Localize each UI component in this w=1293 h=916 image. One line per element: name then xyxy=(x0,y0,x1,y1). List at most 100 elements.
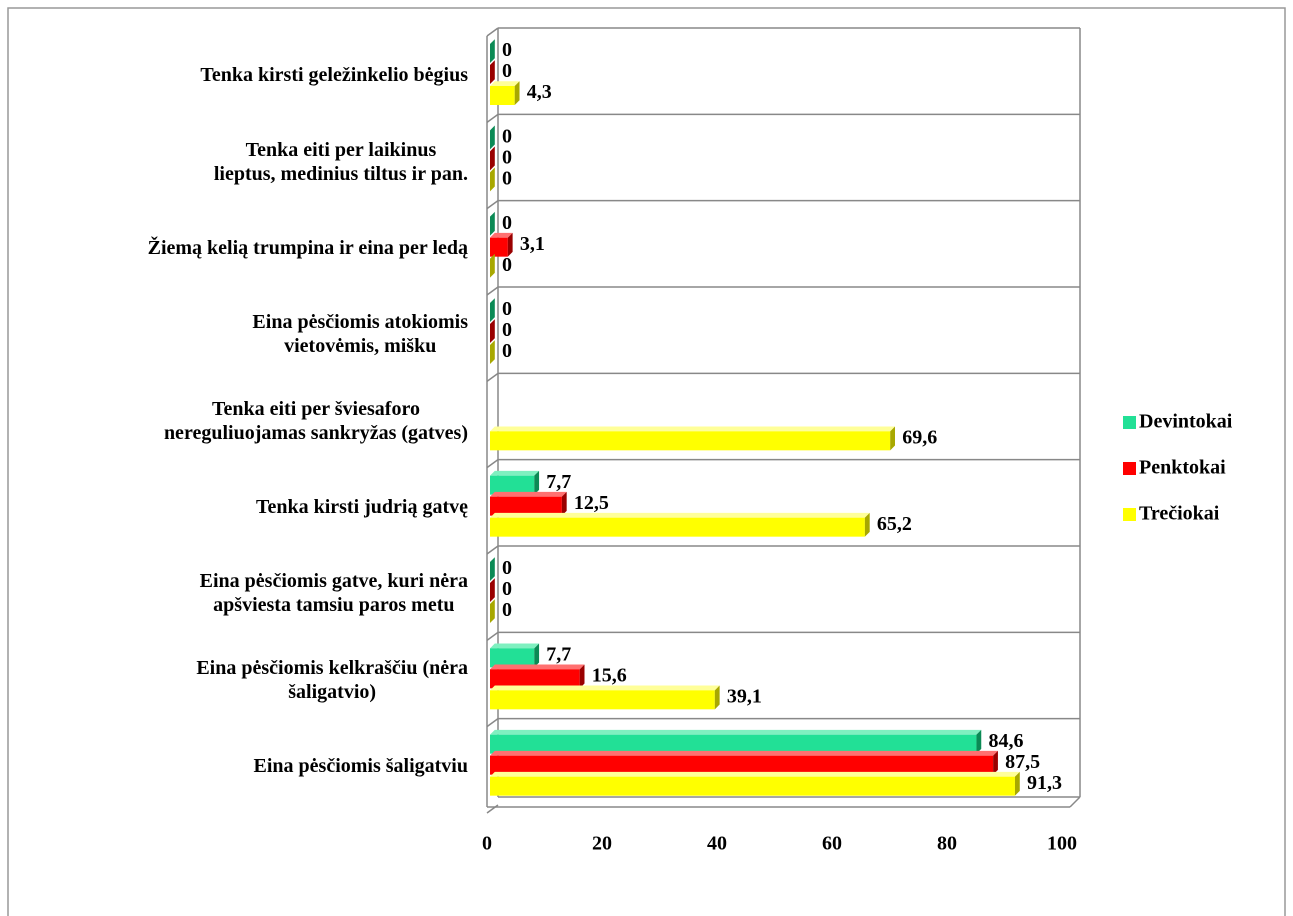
bar-side xyxy=(579,664,585,689)
bar-front xyxy=(490,431,891,451)
data-label: 0 xyxy=(502,39,512,61)
bar-side xyxy=(490,211,495,236)
bar-top xyxy=(490,685,720,691)
data-label: 7,7 xyxy=(546,643,571,665)
bar xyxy=(490,557,495,581)
bar-front xyxy=(490,755,994,775)
bar-side xyxy=(514,81,520,105)
bar-side xyxy=(490,39,495,63)
bar-top xyxy=(490,750,998,756)
bar xyxy=(490,39,495,63)
category-separator xyxy=(486,631,499,641)
bar xyxy=(490,232,513,257)
category-label: Eina pėsčiomis atokiomis vietovėmis, miš… xyxy=(252,311,468,358)
bar-side xyxy=(490,319,495,343)
bar xyxy=(490,512,870,537)
bar-side xyxy=(490,557,495,581)
bar xyxy=(490,750,998,775)
x-tick-label: 40 xyxy=(707,833,727,855)
bar-side xyxy=(534,470,540,495)
bar-side xyxy=(561,491,567,516)
bar-front xyxy=(490,237,508,257)
category-label: Tenka eiti per šviesaforo nereguliuojama… xyxy=(163,397,468,444)
legend-label: Trečiokai xyxy=(1139,503,1220,525)
bar xyxy=(490,729,982,754)
data-label: 0 xyxy=(502,125,512,147)
bar xyxy=(490,491,567,516)
bar-side xyxy=(490,599,495,623)
bar-side xyxy=(490,146,495,171)
bar xyxy=(490,426,895,451)
bar-side xyxy=(993,750,998,775)
legend-label: Penktokai xyxy=(1139,457,1226,479)
bar-top xyxy=(490,470,540,476)
bar-top xyxy=(490,771,1020,777)
category-label: Tenka kirsti geležinkelio bėgius xyxy=(200,64,468,87)
x-tick-label: 100 xyxy=(1047,833,1077,855)
data-label: 84,6 xyxy=(988,730,1023,752)
bar xyxy=(490,771,1020,796)
data-label: 0 xyxy=(502,599,512,621)
legend-swatch xyxy=(1123,416,1136,429)
frame xyxy=(7,7,1286,916)
category-separator xyxy=(486,372,499,382)
data-label: 0 xyxy=(502,319,512,341)
legend-swatch xyxy=(1123,462,1136,475)
bar xyxy=(490,146,495,171)
data-label: 0 xyxy=(502,340,512,362)
category-separator xyxy=(486,718,499,728)
bar xyxy=(490,664,585,689)
bar xyxy=(490,167,495,192)
data-label: 15,6 xyxy=(592,664,627,686)
bar-side xyxy=(714,685,720,710)
x-tick-label: 0 xyxy=(482,833,492,855)
floor-edge xyxy=(1069,796,1081,808)
bar-side xyxy=(490,578,495,602)
bar-top xyxy=(490,512,870,518)
bar-side xyxy=(890,426,895,451)
data-label: 12,5 xyxy=(574,492,609,514)
legend-label: Devintokai xyxy=(1139,411,1233,433)
category-label: Eina pėsčiomis gatve, kuri nėra apšviest… xyxy=(199,570,468,617)
bar-front xyxy=(490,776,1015,796)
data-label: 0 xyxy=(502,298,512,320)
data-label: 0 xyxy=(502,60,512,82)
bar xyxy=(490,685,720,710)
data-label: 0 xyxy=(502,146,512,168)
category-label: Žiemą kelią trumpina ir eina per ledą xyxy=(147,236,468,259)
bar-side xyxy=(490,298,495,322)
bar-front xyxy=(490,517,865,537)
bar-top xyxy=(490,664,585,670)
bar xyxy=(490,340,495,364)
bar-front xyxy=(490,690,715,710)
data-label: 69,6 xyxy=(902,426,937,448)
category-separator xyxy=(486,804,499,814)
bar-front xyxy=(490,496,562,516)
category-separator xyxy=(486,200,499,210)
x-tick-label: 20 xyxy=(592,833,612,855)
bar-top xyxy=(490,643,540,649)
bar-side xyxy=(507,232,513,257)
data-label: 0 xyxy=(502,254,512,276)
data-label: 91,3 xyxy=(1027,772,1062,794)
data-label: 0 xyxy=(502,557,512,579)
bar-side xyxy=(534,643,540,668)
x-tick-label: 80 xyxy=(937,833,957,855)
category-separator xyxy=(486,286,499,296)
bar xyxy=(490,319,495,343)
bar xyxy=(490,253,495,278)
data-label: 0 xyxy=(502,578,512,600)
data-label: 0 xyxy=(502,212,512,234)
category-separator xyxy=(486,113,499,123)
bar-front xyxy=(490,734,977,754)
bar xyxy=(490,599,495,623)
bar-front xyxy=(490,86,515,105)
category-separator xyxy=(486,27,499,37)
category-label: Eina pėsčiomis šaligatviu xyxy=(253,754,468,777)
data-label: 65,2 xyxy=(877,513,912,535)
bar-side xyxy=(976,729,982,754)
bar xyxy=(490,470,540,495)
bar-front xyxy=(490,669,580,689)
bar xyxy=(490,125,495,150)
